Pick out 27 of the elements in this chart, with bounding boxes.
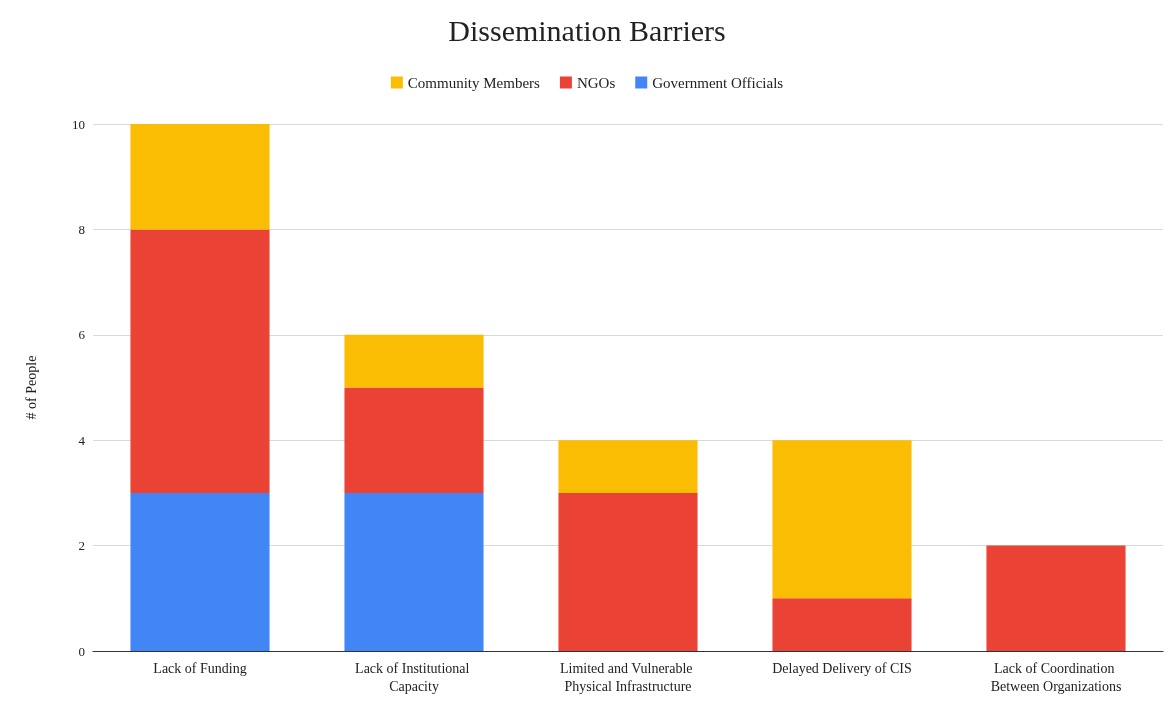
bar	[344, 387, 484, 493]
bar	[344, 492, 484, 651]
chart-title: Dissemination Barriers	[448, 13, 726, 47]
bar	[772, 598, 912, 651]
y-axis-title: # of People	[23, 355, 39, 420]
legend-label: Community Members	[407, 74, 541, 91]
legend-label: Government Officials	[652, 74, 784, 91]
bar	[558, 492, 698, 651]
y-tick-label: 6	[78, 327, 86, 343]
x-tick-label: Limited and Vulnerable Physical Infrastructure	[559, 660, 697, 694]
bar	[344, 334, 484, 388]
y-tick-label: 4	[78, 432, 86, 448]
bar	[772, 440, 912, 599]
y-tick-label: 8	[78, 221, 85, 237]
x-tick-label: Lack of Institutional Capacity	[355, 660, 473, 694]
y-tick-label: 2	[78, 538, 85, 554]
x-tick-label: Lack of Funding	[153, 660, 247, 676]
bar	[130, 124, 270, 230]
bar	[986, 545, 1126, 651]
y-tick-label: 10	[72, 116, 85, 132]
y-tick-label: 0	[78, 643, 85, 659]
x-tick-label: Lack of Coordination Between Organizations	[990, 660, 1122, 694]
legend-label: NGOs	[576, 74, 616, 91]
x-tick-label: Delayed Delivery of CIS	[772, 660, 912, 676]
bar	[130, 229, 270, 493]
bar	[558, 440, 698, 493]
bar	[130, 492, 270, 651]
